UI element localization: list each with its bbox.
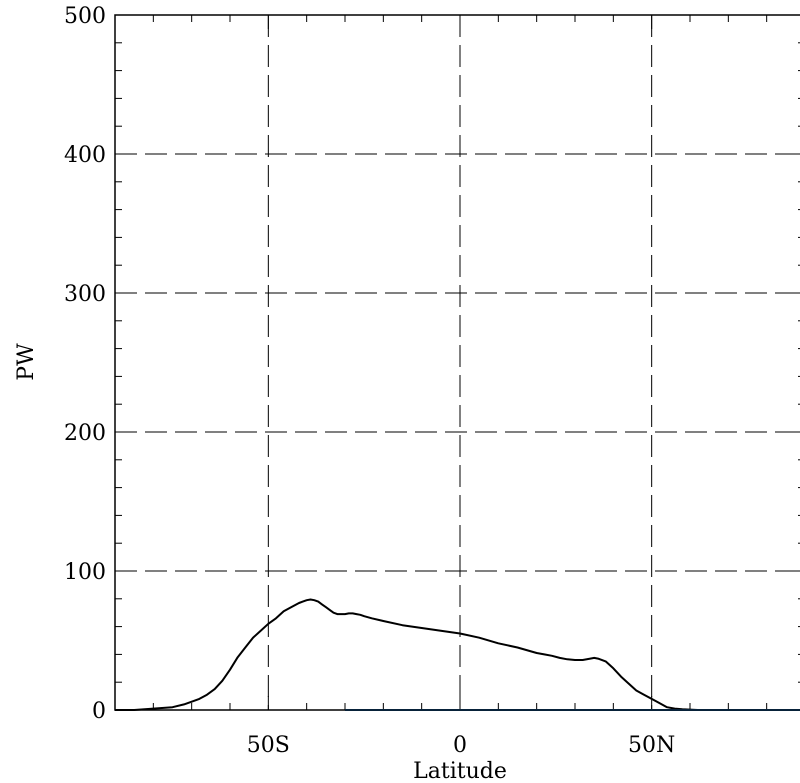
y-axis-title: PW [14,343,39,381]
plot-frame [114,14,800,711]
series-line-1 [115,598,800,711]
x-tick-label: 50N [628,733,675,758]
y-tick-label: 400 [64,143,106,168]
x-tick-labels: 50S 0 50N [247,733,675,758]
minor-ticks [114,14,800,711]
x-axis-title: Latitude [413,759,507,783]
series-lines [115,598,800,711]
x-tick-label: 0 [453,733,467,758]
y-tick-label: 500 [64,4,106,29]
y-tick-label: 100 [64,560,106,585]
y-tick-label: 300 [64,282,106,307]
y-tick-label: 0 [92,699,106,724]
grid-lines [115,15,800,710]
y-tick-labels: 0 100 200 300 400 500 [64,4,106,724]
y-tick-label: 200 [64,421,106,446]
x-tick-label: 50S [247,733,290,758]
